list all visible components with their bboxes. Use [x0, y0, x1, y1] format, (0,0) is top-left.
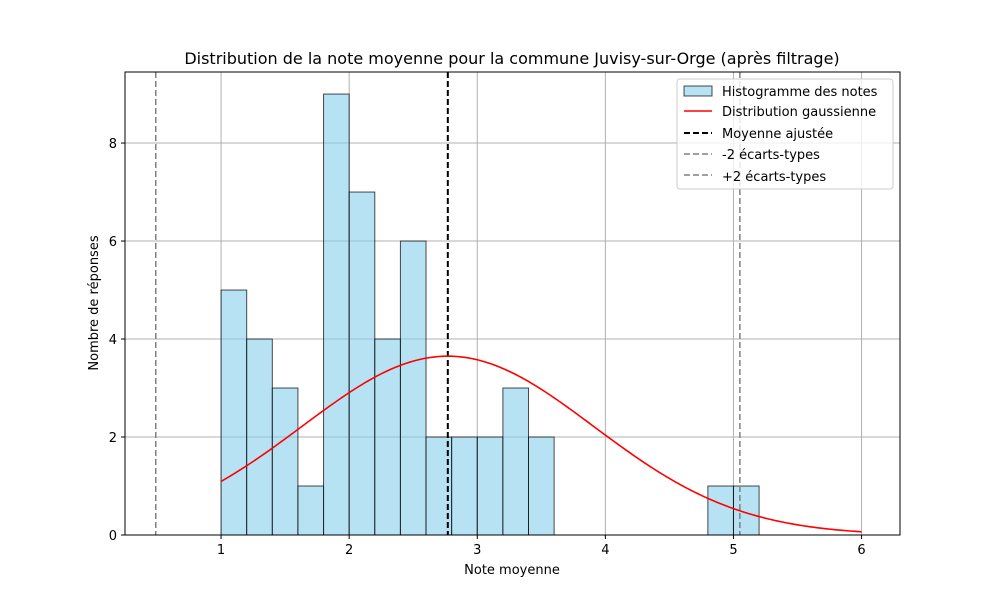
y-axis-label: Nombre de réponses	[87, 235, 102, 370]
axis-ticks: 1 2 3 4 5 6 0 2 4 6 8	[109, 137, 866, 558]
legend-label-histogram: Histogramme des notes	[722, 85, 878, 100]
x-tick-label: 5	[729, 543, 737, 558]
histogram-bar	[399, 240, 427, 536]
histogram-bar	[323, 93, 350, 536]
histogram-bar	[220, 289, 248, 536]
histogram-bar	[476, 436, 504, 536]
histogram-bar	[297, 485, 325, 536]
legend: Histogramme des notes Distribution gauss…	[676, 78, 894, 190]
y-tick-label: 0	[109, 529, 117, 544]
histogram-bar	[348, 191, 376, 536]
y-tick-label: 8	[109, 137, 117, 152]
legend-label-gaussian: Distribution gaussienne	[722, 105, 876, 120]
legend-label-minus2sd: -2 écarts-types	[722, 148, 820, 163]
x-tick-label: 3	[473, 543, 481, 558]
histogram-bar	[271, 387, 299, 536]
y-tick-label: 2	[109, 431, 117, 446]
plot-frame	[124, 71, 901, 536]
histogram-bar	[502, 387, 530, 536]
histogram-bar	[246, 338, 273, 536]
legend-label-plus2sd: +2 écarts-types	[722, 170, 826, 185]
x-tick-label: 6	[857, 543, 865, 558]
histogram-bars	[220, 93, 760, 536]
chart-title: Distribution de la note moyenne pour la …	[184, 49, 839, 68]
legend-box	[676, 78, 894, 190]
y-tick-label: 4	[109, 333, 117, 348]
histogram-bar	[374, 338, 401, 536]
x-tick-label: 4	[601, 543, 609, 558]
gaussian-curve	[220, 355, 862, 533]
x-axis-label: Note moyenne	[464, 563, 560, 578]
y-tick-label: 6	[109, 235, 117, 250]
x-tick-label: 1	[217, 543, 225, 558]
histogram-bar	[451, 436, 478, 536]
gaussian-layer	[220, 355, 862, 533]
legend-swatch-histogram	[683, 85, 713, 97]
legend-label-mean: Moyenne ajustée	[722, 127, 833, 142]
histogram-bar	[707, 485, 734, 536]
x-tick-label: 2	[345, 543, 353, 558]
histogram-bar	[528, 436, 555, 536]
